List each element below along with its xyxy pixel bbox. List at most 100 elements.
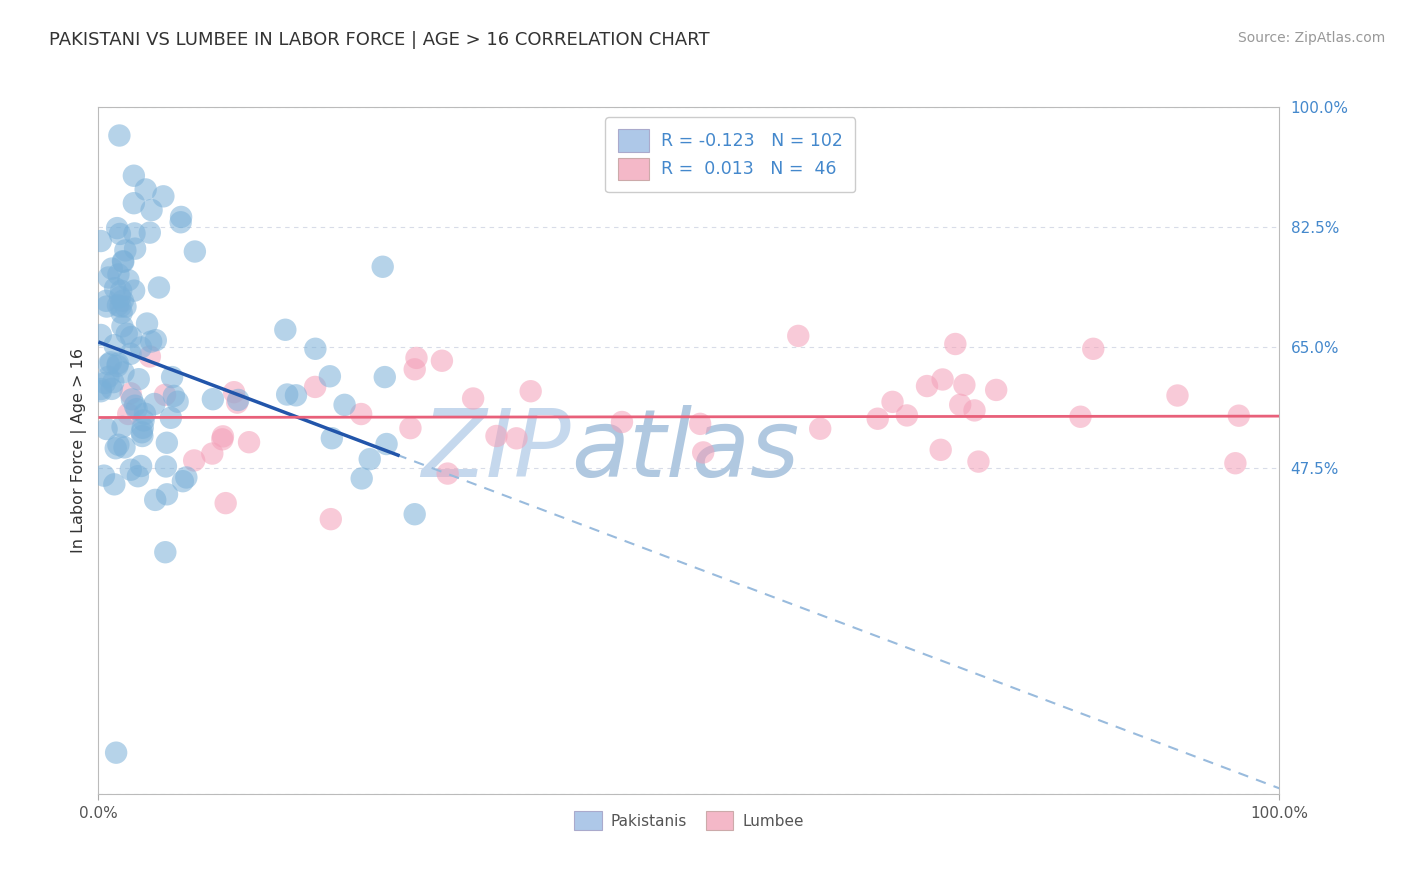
Point: [107, 359, 129, 373]
Point: [1225, 456, 1247, 470]
Point: [135, 182, 157, 196]
Point: [152, 189, 174, 203]
Point: [120, 463, 142, 477]
Point: [319, 512, 342, 526]
Text: atlas: atlas: [571, 405, 799, 496]
Text: PAKISTANI VS LUMBEE IN LABOR FORCE | AGE > 16 CORRELATION CHART: PAKISTANI VS LUMBEE IN LABOR FORCE | AGE…: [49, 31, 710, 49]
Point: [134, 407, 156, 421]
Point: [96, 422, 118, 436]
Point: [122, 284, 145, 298]
Point: [111, 293, 134, 308]
Point: [112, 254, 135, 268]
Point: [103, 338, 125, 352]
Point: [375, 437, 398, 451]
Point: [276, 387, 298, 401]
Point: [284, 388, 307, 402]
Point: [808, 422, 831, 436]
Point: [100, 355, 122, 369]
Point: [321, 431, 343, 445]
Point: [124, 242, 146, 256]
Point: [128, 372, 150, 386]
Point: [404, 507, 426, 521]
Point: [143, 492, 166, 507]
Point: [155, 545, 177, 559]
Point: [155, 459, 177, 474]
Point: [90, 328, 112, 343]
Y-axis label: In Labor Force | Age > 16: In Labor Force | Age > 16: [72, 348, 87, 553]
Point: [212, 429, 235, 443]
Point: [110, 300, 132, 314]
Point: [915, 379, 938, 393]
Point: [166, 394, 188, 409]
Point: [127, 469, 149, 483]
Point: [986, 383, 1008, 397]
Point: [304, 380, 326, 394]
Point: [97, 270, 120, 285]
Point: [112, 365, 135, 379]
Point: [132, 413, 155, 427]
Point: [169, 215, 191, 229]
Point: [141, 334, 163, 349]
Point: [170, 210, 193, 224]
Point: [211, 433, 233, 447]
Point: [145, 333, 167, 347]
Point: [160, 370, 183, 384]
Point: [350, 407, 373, 421]
Point: [110, 284, 132, 298]
Point: [238, 435, 260, 450]
Point: [201, 392, 224, 407]
Point: [120, 347, 142, 361]
Point: [148, 280, 170, 294]
Point: [103, 375, 125, 389]
Point: [104, 281, 127, 295]
Point: [90, 382, 112, 396]
Point: [692, 445, 714, 459]
Point: [129, 458, 152, 473]
Point: [430, 353, 453, 368]
Point: [117, 407, 139, 421]
Point: [156, 487, 179, 501]
Point: [97, 357, 120, 371]
Point: [1227, 409, 1250, 423]
Point: [215, 496, 238, 510]
Point: [108, 128, 131, 143]
Point: [931, 372, 953, 386]
Point: [122, 196, 145, 211]
Point: [374, 370, 396, 384]
Point: [163, 389, 186, 403]
Text: Source: ZipAtlas.com: Source: ZipAtlas.com: [1237, 31, 1385, 45]
Point: [160, 410, 183, 425]
Point: [1069, 409, 1091, 424]
Point: [505, 431, 527, 445]
Point: [226, 395, 249, 409]
Point: [96, 300, 118, 314]
Point: [172, 474, 194, 488]
Point: [404, 362, 426, 376]
Point: [399, 421, 422, 435]
Point: [943, 337, 966, 351]
Point: [96, 293, 118, 308]
Legend: Pakistanis, Lumbee: Pakistanis, Lumbee: [567, 804, 811, 838]
Point: [93, 468, 115, 483]
Point: [108, 290, 131, 304]
Point: [136, 317, 159, 331]
Point: [90, 234, 112, 248]
Point: [141, 203, 163, 218]
Point: [122, 169, 145, 183]
Point: [120, 330, 142, 344]
Point: [111, 254, 134, 268]
Point: [97, 370, 120, 384]
Point: [896, 409, 918, 423]
Point: [176, 470, 198, 484]
Point: [689, 417, 711, 431]
Point: [125, 402, 148, 417]
Point: [226, 392, 249, 407]
Point: [333, 398, 356, 412]
Point: [114, 244, 136, 258]
Point: [101, 261, 124, 276]
Point: [882, 395, 904, 409]
Point: [274, 323, 297, 337]
Point: [304, 342, 326, 356]
Point: [107, 356, 129, 370]
Point: [949, 398, 972, 412]
